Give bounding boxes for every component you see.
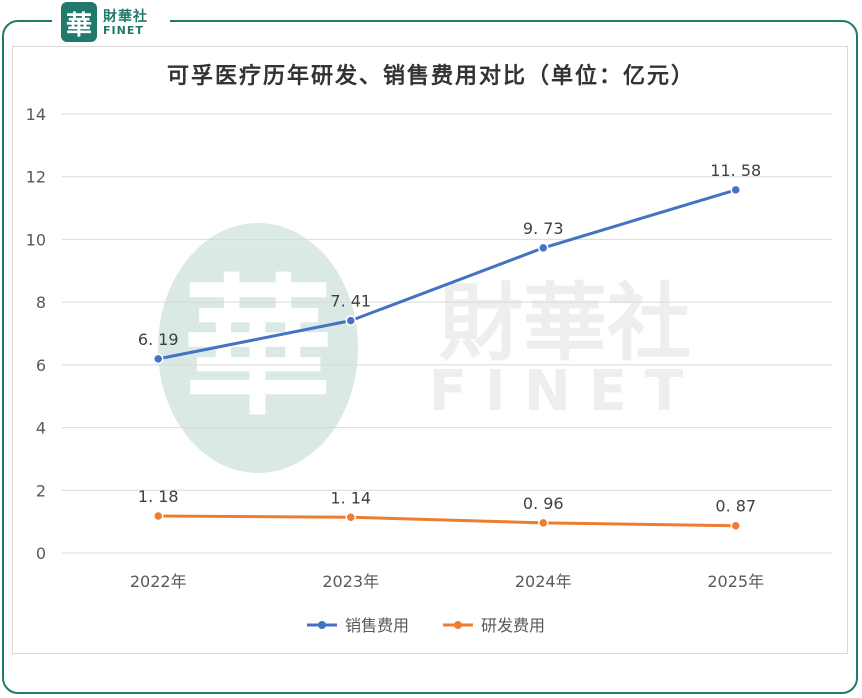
- watermark: 華: [158, 223, 358, 473]
- data-label: 9. 73: [523, 219, 564, 238]
- logo-name-cn: 財華社: [103, 9, 148, 25]
- legend-marker-icon: [454, 621, 462, 629]
- gridlines: [62, 113, 832, 554]
- series-line: [157, 188, 737, 361]
- data-label: 1. 14: [330, 488, 371, 507]
- watermark-name-en: FINET: [429, 359, 701, 424]
- data-label: 7. 41: [330, 292, 371, 311]
- logo-name-en: FINET: [103, 24, 144, 37]
- y-tick-label: 0: [36, 544, 46, 563]
- y-tick-label: 14: [26, 105, 46, 124]
- y-tick-label: 4: [36, 419, 46, 438]
- watermark-name-cn: 財華社: [439, 274, 691, 372]
- series-rd: 1. 18 1. 14 0. 96 0. 87: [138, 487, 756, 531]
- y-tick-label: 12: [26, 168, 46, 187]
- data-point: [730, 520, 741, 531]
- data-point: [345, 315, 356, 326]
- data-point: [153, 353, 164, 365]
- watermark-text: 財華社 FINET: [429, 274, 701, 424]
- chart-title: 可孚医疗历年研发、销售费用对比（单位：亿元）: [166, 64, 695, 89]
- data-point: [730, 184, 741, 196]
- x-tick-label: 2023年: [322, 572, 379, 591]
- legend-marker-icon: [318, 621, 326, 629]
- data-point: [538, 517, 549, 529]
- x-tick-label: 2022年: [130, 572, 187, 591]
- y-axis: 0 2 4 6 8 10 12 14: [26, 105, 46, 563]
- data-point: [153, 510, 164, 522]
- data-point: [538, 242, 549, 254]
- y-tick-label: 8: [36, 293, 46, 312]
- y-tick-label: 6: [36, 356, 46, 375]
- data-label: 1. 18: [138, 487, 179, 506]
- series-sales: 6. 19 7. 41 9. 73 11. 58: [138, 161, 761, 365]
- legend-item: 销售费用: [307, 616, 409, 635]
- legend-label: 销售费用: [345, 616, 409, 635]
- x-tick-label: 2025年: [707, 572, 764, 591]
- legend-item: 研发费用: [443, 616, 545, 635]
- legend: 销售费用 研发费用: [307, 616, 545, 635]
- y-tick-label: 10: [26, 230, 46, 249]
- series-line: [158, 514, 736, 528]
- watermark-seal-icon: [158, 223, 358, 473]
- brand-logo: 華 財華社 FINET: [52, 0, 170, 44]
- data-label: 0. 96: [523, 494, 564, 513]
- data-label: 6. 19: [138, 330, 179, 349]
- data-label: 11. 58: [710, 161, 761, 180]
- data-point: [345, 512, 356, 523]
- data-label: 0. 87: [715, 497, 756, 516]
- logo-seal-icon: 華: [61, 2, 97, 42]
- legend-label: 研发费用: [481, 616, 545, 635]
- y-tick-label: 2: [36, 481, 46, 500]
- x-tick-label: 2024年: [515, 572, 572, 591]
- logo-seal-char: 華: [65, 11, 92, 41]
- x-axis: 2022年 2023年 2024年 2025年: [130, 572, 764, 591]
- series-layer: 6. 19 7. 41 9. 73 11. 58 1. 18 1. 14 0. 96 0. 8…: [138, 161, 761, 531]
